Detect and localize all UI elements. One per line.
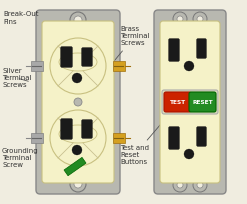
FancyBboxPatch shape xyxy=(164,92,191,112)
Circle shape xyxy=(70,12,86,28)
Circle shape xyxy=(74,180,82,188)
Circle shape xyxy=(177,16,183,22)
Circle shape xyxy=(72,73,82,83)
Bar xyxy=(113,133,125,143)
Circle shape xyxy=(74,16,82,24)
FancyBboxPatch shape xyxy=(197,126,206,146)
FancyBboxPatch shape xyxy=(189,92,216,112)
FancyBboxPatch shape xyxy=(154,10,226,194)
Text: Break-Out
Fins: Break-Out Fins xyxy=(3,11,65,27)
Circle shape xyxy=(193,178,207,192)
Ellipse shape xyxy=(59,125,97,143)
Bar xyxy=(113,61,125,71)
FancyBboxPatch shape xyxy=(168,126,180,150)
Circle shape xyxy=(50,110,106,166)
FancyBboxPatch shape xyxy=(82,120,92,139)
Circle shape xyxy=(197,182,203,188)
Circle shape xyxy=(173,178,187,192)
FancyBboxPatch shape xyxy=(160,21,220,183)
Text: Grounding
Terminal
Screw: Grounding Terminal Screw xyxy=(2,148,57,168)
Text: TEST: TEST xyxy=(169,100,185,104)
Circle shape xyxy=(184,61,194,71)
Ellipse shape xyxy=(59,53,97,71)
FancyBboxPatch shape xyxy=(42,21,114,183)
FancyBboxPatch shape xyxy=(61,47,73,68)
Circle shape xyxy=(74,98,82,106)
Circle shape xyxy=(72,145,82,155)
FancyBboxPatch shape xyxy=(162,90,218,114)
Text: Silver
Terminal
Screws: Silver Terminal Screws xyxy=(2,68,32,88)
Text: Brass
Terminal
Screws: Brass Terminal Screws xyxy=(112,26,149,64)
Circle shape xyxy=(197,16,203,22)
Bar xyxy=(31,133,43,143)
Text: RESET: RESET xyxy=(192,100,213,104)
Circle shape xyxy=(184,149,194,159)
FancyBboxPatch shape xyxy=(36,10,120,194)
Circle shape xyxy=(173,12,187,26)
Bar xyxy=(31,61,43,71)
Circle shape xyxy=(50,38,106,94)
Circle shape xyxy=(177,182,183,188)
FancyBboxPatch shape xyxy=(82,48,92,67)
FancyBboxPatch shape xyxy=(168,39,180,61)
FancyBboxPatch shape xyxy=(197,39,206,59)
Circle shape xyxy=(70,176,86,192)
Circle shape xyxy=(193,12,207,26)
FancyBboxPatch shape xyxy=(61,119,73,140)
Bar xyxy=(64,157,86,176)
Text: Test and
Reset
Buttons: Test and Reset Buttons xyxy=(120,120,164,165)
